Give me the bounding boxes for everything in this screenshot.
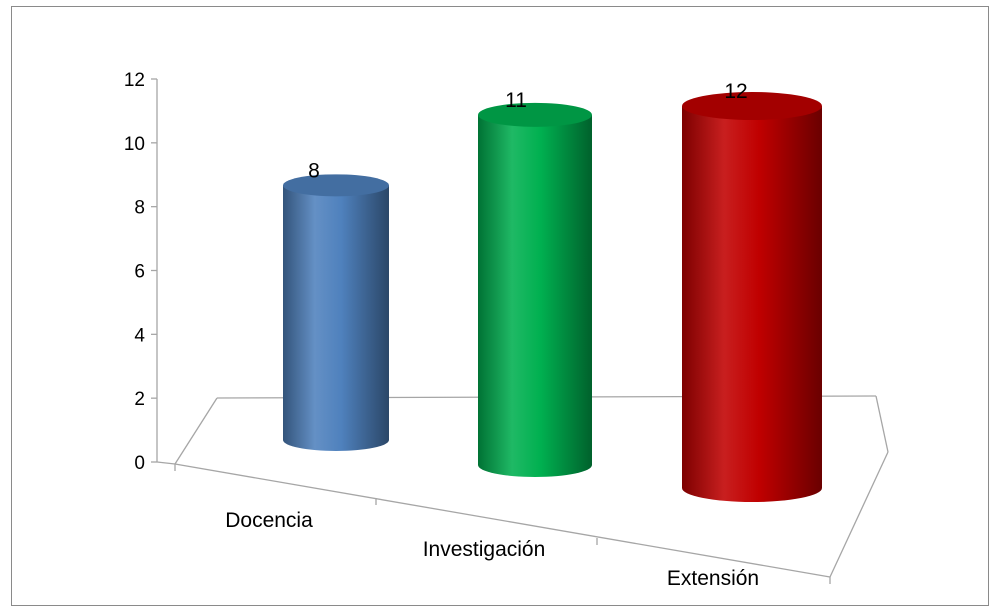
y-tick-label: 2 [134, 389, 145, 410]
bar-investigación [478, 102, 592, 477]
data-label: 12 [724, 80, 747, 103]
bar-top [682, 92, 822, 120]
y-tick-label: 8 [134, 198, 145, 219]
category-label: Extensión [667, 567, 759, 590]
y-tick-label: 10 [124, 134, 145, 155]
bar-body [478, 114, 592, 477]
y-tick-label: 6 [134, 262, 145, 283]
data-label: 11 [505, 89, 527, 112]
bar-extensión [682, 92, 822, 502]
bars [283, 92, 822, 502]
category-labels: 8 Docencia 11 Investigación 12 Extensión [225, 80, 759, 590]
y-tick-label: 12 [124, 70, 145, 91]
bar-body [283, 185, 389, 452]
y-axis-base [156, 461, 176, 465]
bar-docencia [283, 174, 389, 452]
x-axis-line [174, 463, 831, 578]
y-axis-ticks: 0 2 4 6 8 10 12 [124, 70, 157, 474]
bar-top [478, 102, 592, 127]
floor-left-edge [174, 397, 218, 465]
category-label: Investigación [423, 538, 546, 561]
data-label: 8 [308, 159, 320, 182]
category-label: Docencia [225, 509, 313, 532]
y-tick-label: 4 [134, 325, 145, 346]
bar-body [682, 106, 822, 502]
floor-right-front-edge [829, 451, 889, 578]
y-tick-label: 0 [134, 453, 145, 474]
floor-right-edge [875, 395, 889, 453]
bar-top [283, 174, 389, 197]
